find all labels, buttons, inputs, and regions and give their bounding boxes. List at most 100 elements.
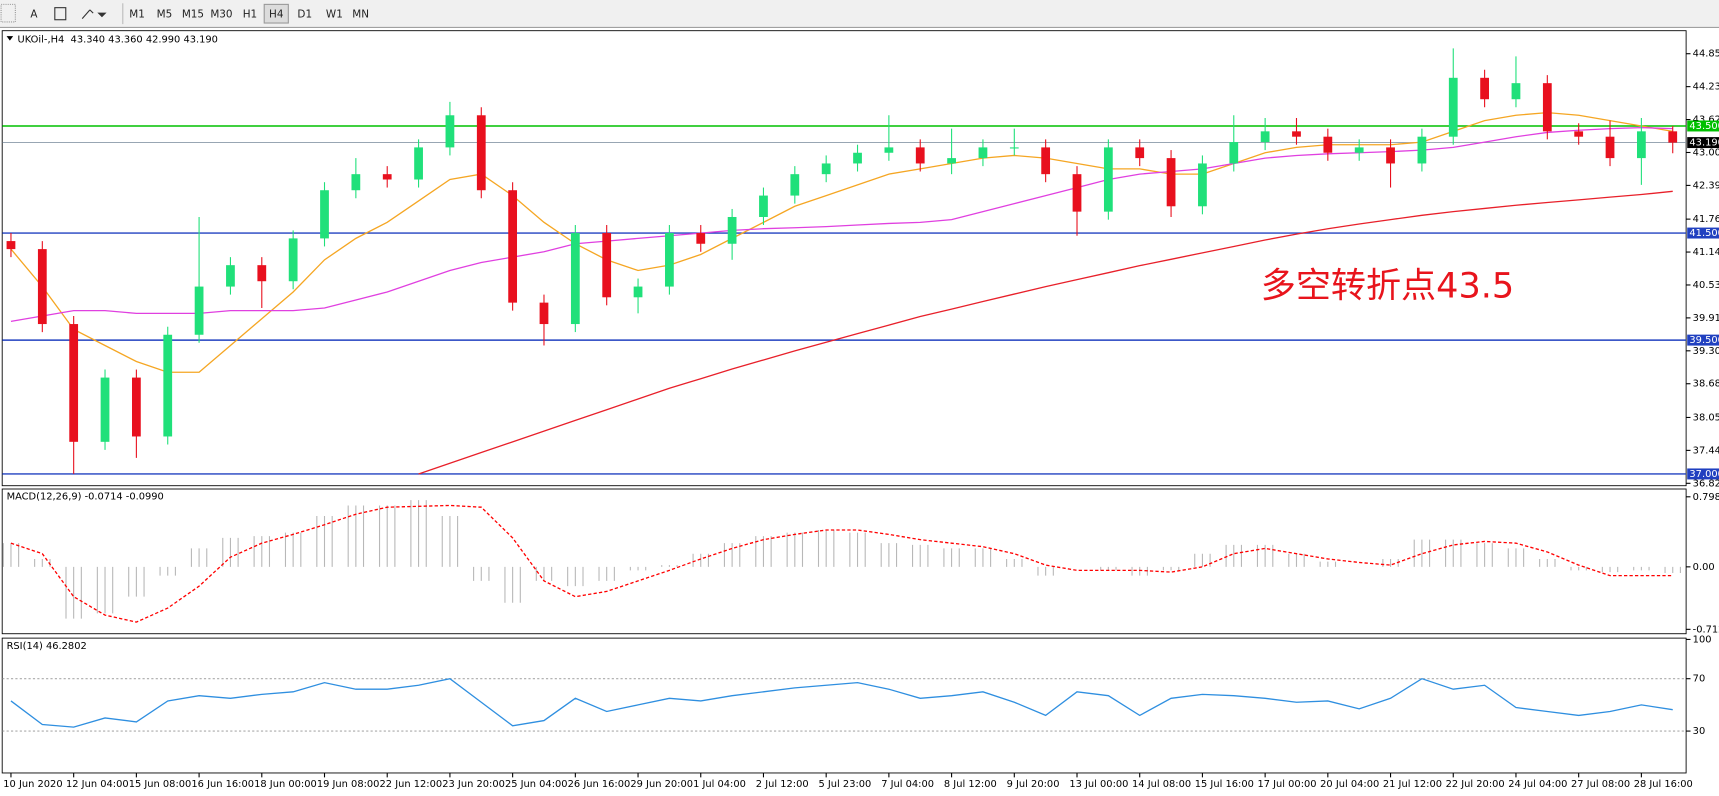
candle-body (853, 152, 862, 164)
candle-body (1636, 131, 1646, 159)
y-tick-label: 41.760 (1693, 214, 1719, 225)
timeframe-button[interactable]: H4 (269, 8, 284, 20)
timeframe-button[interactable]: H1 (243, 8, 257, 20)
y-tick-label: 37.440 (1693, 445, 1719, 456)
y-tick-label: 70 (1693, 674, 1706, 685)
x-tick-label: 13 Jul 00:00 (1069, 779, 1128, 790)
candle-body (1072, 174, 1082, 212)
x-tick-label: 25 Jun 04:00 (505, 779, 568, 790)
candle-body (1668, 131, 1678, 143)
timeframe-button[interactable]: M1 (129, 8, 145, 20)
candle-body (37, 249, 47, 325)
candle-body (1292, 131, 1301, 137)
y-tick-label: 0.00 (1693, 562, 1715, 573)
x-tick-label: 23 Jun 20:00 (442, 779, 505, 790)
shapes-tool[interactable] (81, 9, 107, 20)
candle-body (1103, 147, 1113, 212)
x-tick-label: 16 Jun 16:00 (191, 779, 254, 790)
candle-body (570, 233, 580, 325)
x-tick-label: 9 Jul 20:00 (1007, 779, 1060, 790)
timeframe-button[interactable]: M30 (210, 8, 232, 20)
candle-body (1323, 136, 1333, 153)
x-tick-label: 1 Jul 04:00 (693, 779, 746, 790)
candle-body (759, 195, 768, 217)
moving-average (10, 126, 1673, 323)
candle-body (508, 190, 518, 303)
x-tick-label: 14 Jul 08:00 (1132, 779, 1191, 790)
candle-body (476, 115, 486, 191)
candle-body (1480, 77, 1489, 100)
chart-title: UKOil-,H4 43.340 43.360 42.990 43.190 (18, 34, 218, 45)
toolbar-bg (0, 0, 1719, 28)
y-tick-label: 40.530 (1693, 280, 1719, 291)
label-tool[interactable] (54, 7, 67, 21)
candle-body (100, 377, 110, 442)
candle-body (1009, 147, 1019, 149)
timeframe-button[interactable]: W1 (326, 8, 343, 20)
candle-body (382, 174, 392, 180)
y-tick-label: 100 (1693, 634, 1712, 645)
pane-line (2, 677, 1687, 732)
x-tick-label: 27 Jul 08:00 (1571, 779, 1630, 790)
candle-body (6, 241, 16, 250)
candle-body (131, 377, 141, 437)
text-tool[interactable]: A (30, 8, 38, 20)
x-tick-label: 17 Jul 00:00 (1257, 779, 1316, 790)
y-tick-label: 39.915 (1693, 313, 1719, 324)
x-tick-label: 19 Jun 08:00 (317, 779, 380, 790)
symbol-menu-arrow[interactable] (6, 36, 14, 41)
timeframes: M1 M5 M15 M30 H1 H4 D1 W1 MN (129, 3, 369, 24)
x-tick-label: 15 Jul 16:00 (1195, 779, 1254, 790)
x-tick-label: 28 Jul 16:00 (1634, 779, 1693, 790)
candle-body (69, 324, 79, 442)
candle-body (1386, 147, 1395, 164)
candle-body (633, 286, 643, 298)
candle-body (1605, 136, 1615, 159)
level-label: 43.500 (1689, 121, 1719, 132)
price-pane (1, 30, 1687, 487)
moving-average (418, 190, 1673, 475)
timeframe-button[interactable]: MN (352, 8, 369, 20)
candle-body (1166, 158, 1176, 207)
candle-body (288, 238, 298, 282)
candle-body (915, 147, 925, 164)
candle-body (1542, 83, 1552, 132)
candle-body (1229, 142, 1239, 164)
candle-body (696, 233, 706, 244)
x-tick-label: 18 Jun 00:00 (254, 779, 317, 790)
candle-body (1448, 77, 1458, 137)
candle-body (414, 147, 423, 180)
timeframe-button[interactable]: M5 (157, 8, 173, 20)
timeframe-button[interactable]: D1 (297, 8, 312, 20)
timeframe-button[interactable]: M15 (182, 8, 204, 20)
y-tick-label: 30 (1693, 726, 1706, 737)
x-tick-label: 21 Jul 12:00 (1383, 779, 1442, 790)
moving-average (10, 111, 1673, 373)
candle-body (884, 147, 894, 153)
x-tick-label: 22 Jun 12:00 (380, 779, 443, 790)
candle-body (1260, 131, 1270, 143)
y-tick-label: 38.055 (1693, 412, 1719, 423)
candle-body (257, 265, 267, 282)
macd-signal-line (10, 504, 1673, 623)
candle-body (1417, 136, 1427, 164)
current-price-label-bg (1687, 137, 1719, 149)
candle-body (821, 163, 831, 175)
candle-body (1511, 83, 1521, 100)
y-tick-label: 44.235 (1693, 82, 1719, 93)
candle-body (665, 233, 674, 287)
candle-body (790, 174, 800, 196)
level-label-bg (1687, 227, 1719, 239)
x-tick-label: 10 Jun 2020 (3, 779, 62, 790)
y-tick-label: 38.685 (1693, 379, 1719, 390)
x-tick-label: 20 Jul 04:00 (1320, 779, 1379, 790)
crosshair-tool[interactable] (0, 3, 16, 23)
x-tick-label: 5 Jul 23:00 (818, 779, 871, 790)
level-label-bg (1687, 120, 1719, 132)
candle-body (978, 147, 988, 159)
current-price-label: 43.190 (1689, 138, 1719, 149)
candle-body (445, 115, 455, 148)
y-tick-label: -0.7124 (1693, 624, 1719, 635)
x-tick-label: 7 Jul 04:00 (881, 779, 934, 790)
